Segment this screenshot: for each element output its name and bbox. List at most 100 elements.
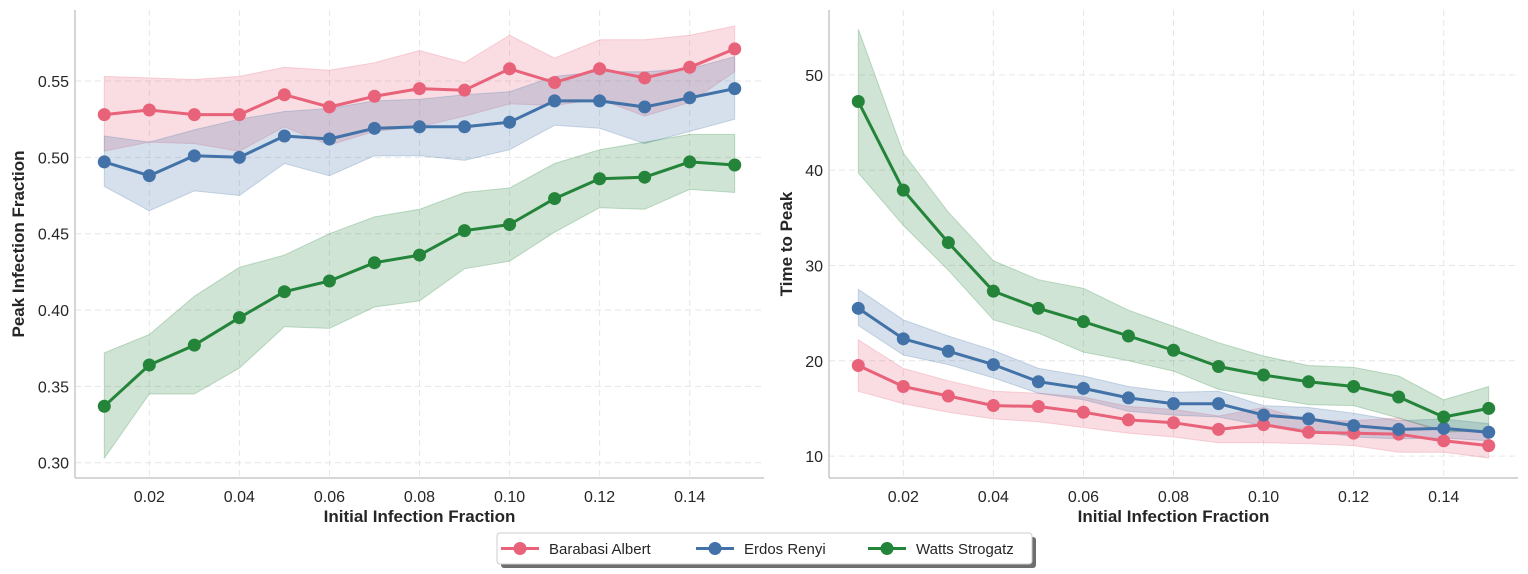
y-tick-label: 40	[805, 163, 823, 180]
x-tick-label: 0.02	[888, 489, 919, 506]
x-tick-label: 0.14	[1428, 489, 1459, 506]
data-point-barabasi-albert	[896, 379, 910, 393]
data-point-watts-strogatz	[1482, 401, 1496, 415]
data-point-barabasi-albert	[1212, 422, 1226, 436]
legend-label: Barabasi Albert	[549, 541, 652, 558]
data-point-watts-strogatz	[593, 172, 607, 186]
data-point-barabasi-albert	[1257, 418, 1271, 432]
data-point-erdos-renyi	[1031, 375, 1045, 389]
series-barabasi-albert	[97, 42, 742, 122]
data-point-watts-strogatz	[413, 248, 426, 262]
band-barabasi-albert	[857, 338, 1490, 459]
data-point-erdos-renyi	[367, 121, 381, 135]
grid	[75, 10, 764, 478]
data-point-watts-strogatz	[683, 155, 697, 169]
data-point-barabasi-albert	[232, 108, 246, 122]
data-point-barabasi-albert	[1167, 416, 1180, 430]
data-point-erdos-renyi	[322, 132, 336, 146]
data-point-erdos-renyi	[1121, 391, 1135, 405]
data-point-watts-strogatz	[1437, 410, 1451, 424]
x-tick-label: 0.06	[1068, 489, 1099, 506]
y-tick-label: 10	[805, 449, 823, 466]
x-tick-label: 0.04	[978, 489, 1009, 506]
data-point-watts-strogatz	[1212, 359, 1226, 373]
legend-label: Erdos Renyi	[744, 541, 826, 558]
data-point-watts-strogatz	[458, 224, 472, 238]
data-point-watts-strogatz	[97, 399, 111, 413]
data-point-watts-strogatz	[1302, 375, 1316, 389]
x-tick-label: 0.10	[1248, 489, 1279, 506]
y-tick-label: 0.40	[38, 303, 69, 320]
data-point-watts-strogatz	[638, 170, 652, 184]
data-point-erdos-renyi	[1076, 381, 1090, 395]
data-point-watts-strogatz	[1392, 390, 1406, 404]
data-point-erdos-renyi	[1302, 412, 1316, 426]
data-point-watts-strogatz	[728, 158, 742, 172]
data-point-watts-strogatz	[187, 338, 201, 352]
data-point-watts-strogatz	[896, 183, 910, 197]
data-point-watts-strogatz	[142, 358, 156, 372]
data-point-watts-strogatz	[232, 311, 246, 325]
data-point-watts-strogatz	[1167, 343, 1180, 357]
series-barabasi-albert	[851, 359, 1496, 453]
data-point-watts-strogatz	[1257, 368, 1271, 382]
data-point-watts-strogatz	[1347, 379, 1361, 393]
data-point-barabasi-albert	[638, 71, 652, 85]
x-tick-label: 0.08	[1158, 489, 1189, 506]
band-watts-strogatz	[103, 133, 736, 460]
data-point-erdos-renyi	[1212, 397, 1226, 411]
y-axis-title: Time to Peak	[777, 191, 796, 296]
peak-infection-chart: 0.02 0.04 0.06 0.08 0.10 0.12 0.14 0.30 0.35 0.40…	[9, 10, 764, 526]
data-point-barabasi-albert	[367, 89, 381, 103]
data-point-barabasi-albert	[683, 60, 697, 74]
time-to-peak-chart: 0.02 0.04 0.06 0.08 0.10 0.12 0.14 10 20 30 40 50 In…	[777, 10, 1518, 526]
data-point-barabasi-albert	[548, 76, 562, 90]
data-point-erdos-renyi	[1437, 421, 1451, 435]
legend-marker	[880, 542, 894, 555]
series-watts-strogatz	[97, 155, 742, 413]
data-point-erdos-renyi	[638, 100, 652, 114]
data-point-erdos-renyi	[1347, 419, 1361, 433]
data-point-erdos-renyi	[1257, 408, 1271, 422]
data-point-watts-strogatz	[277, 285, 291, 299]
data-point-erdos-renyi	[896, 332, 910, 346]
data-point-barabasi-albert	[593, 62, 607, 76]
data-point-barabasi-albert	[1302, 425, 1316, 439]
x-tick-label: 0.12	[584, 489, 615, 506]
legend-item-erdos-renyi: Erdos Renyi	[696, 541, 826, 558]
data-point-erdos-renyi	[851, 301, 865, 315]
data-point-barabasi-albert	[1031, 400, 1045, 414]
data-point-barabasi-albert	[322, 100, 336, 114]
y-axis-title: Peak Infection Fraction	[9, 150, 28, 337]
data-point-watts-strogatz	[322, 274, 336, 288]
data-point-erdos-renyi	[548, 94, 562, 108]
data-point-erdos-renyi	[728, 82, 742, 96]
data-point-barabasi-albert	[187, 108, 201, 122]
y-tick-label: 0.30	[38, 456, 69, 473]
data-point-barabasi-albert	[503, 62, 517, 76]
legend-marker	[708, 542, 722, 555]
y-tick-label: 50	[805, 68, 823, 85]
data-point-erdos-renyi	[458, 120, 472, 134]
data-point-barabasi-albert	[1482, 439, 1496, 453]
x-tick-label: 0.14	[674, 489, 705, 506]
data-point-barabasi-albert	[1121, 413, 1135, 427]
data-point-barabasi-albert	[986, 399, 1000, 413]
data-point-watts-strogatz	[1031, 301, 1045, 315]
data-point-barabasi-albert	[728, 42, 742, 56]
legend-item-barabasi-albert: Barabasi Albert	[501, 541, 652, 558]
data-point-watts-strogatz	[941, 236, 955, 250]
data-point-barabasi-albert	[941, 389, 955, 403]
y-tick-label: 20	[805, 354, 823, 371]
data-point-barabasi-albert	[97, 108, 111, 122]
data-point-barabasi-albert	[1076, 405, 1090, 419]
x-tick-label: 0.08	[404, 489, 435, 506]
legend: Barabasi Albert Erdos Renyi Watts Stroga…	[496, 532, 1036, 568]
data-point-erdos-renyi	[941, 344, 955, 358]
data-point-barabasi-albert	[413, 82, 426, 96]
data-point-erdos-renyi	[986, 358, 1000, 372]
x-tick-label: 0.12	[1338, 489, 1369, 506]
data-point-watts-strogatz	[851, 95, 865, 109]
data-point-erdos-renyi	[277, 129, 291, 143]
y-tick-label: 30	[805, 258, 823, 275]
